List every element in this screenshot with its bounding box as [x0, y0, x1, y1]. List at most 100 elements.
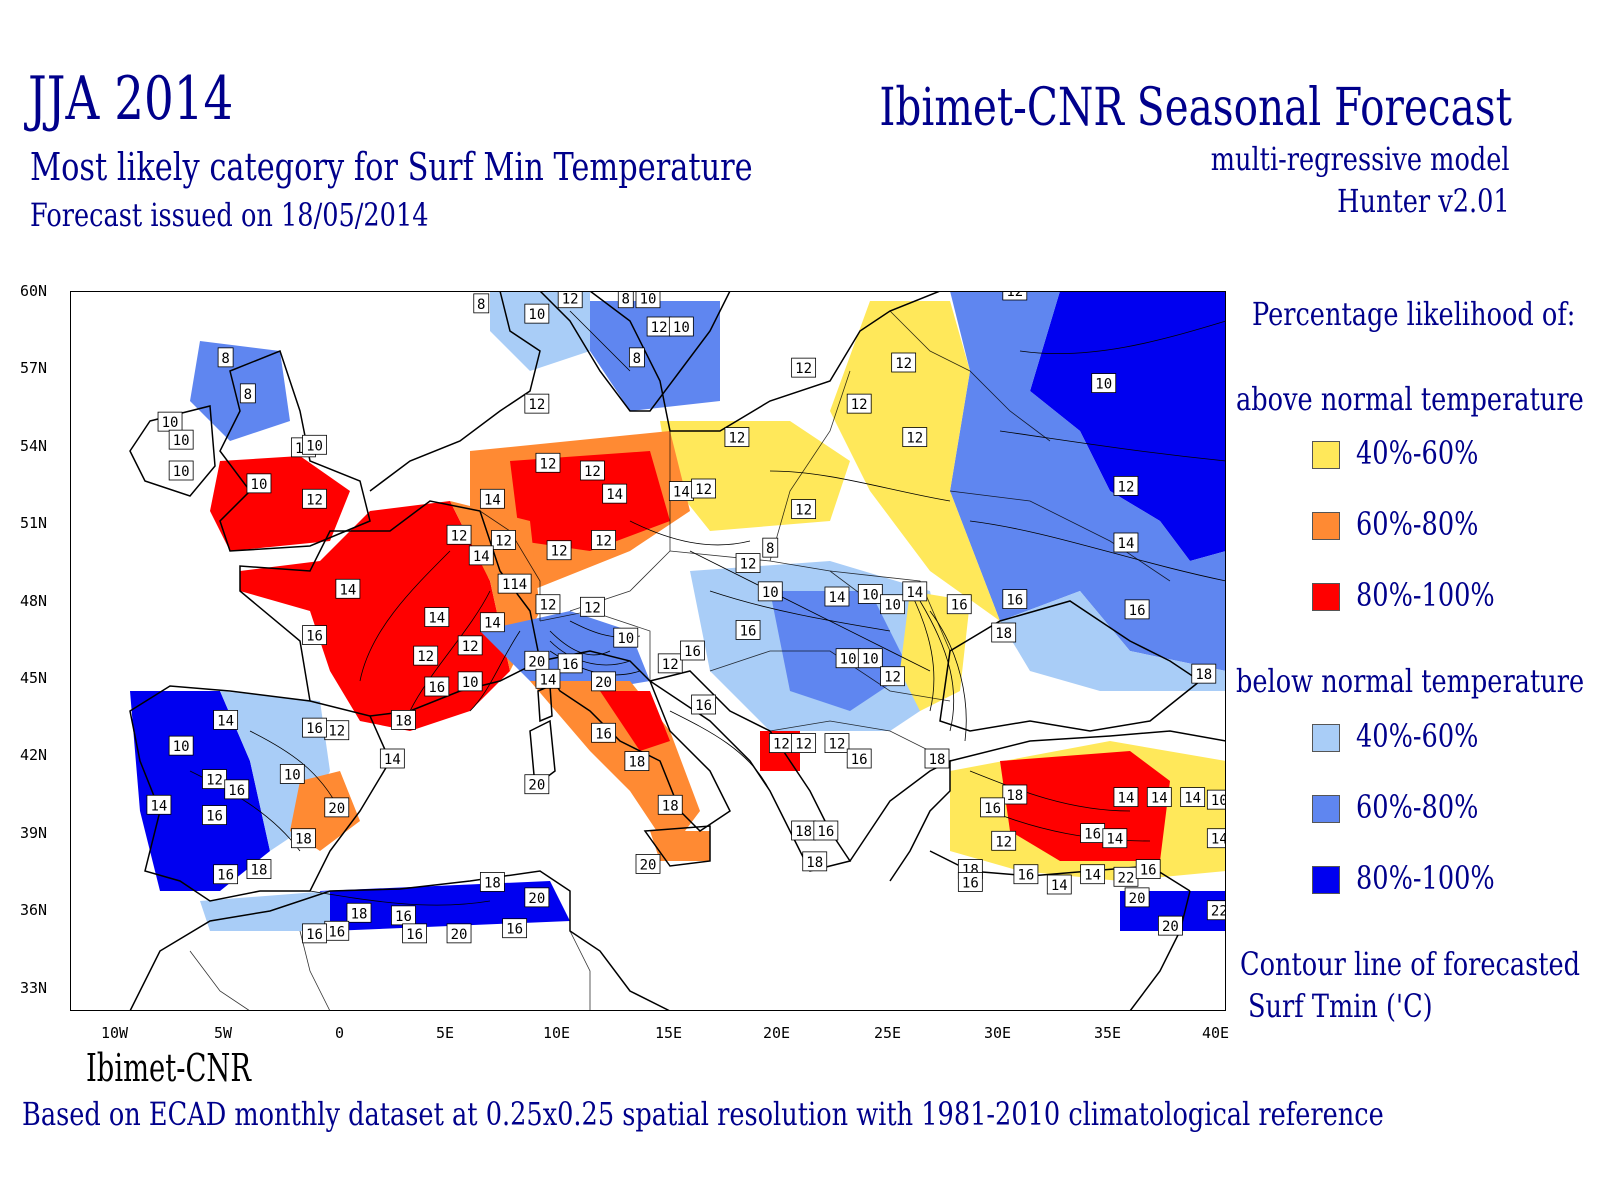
contour-value-label: 18 [657, 794, 683, 815]
contour-value-text: 10 [528, 307, 545, 323]
contour-value-label: 14 [535, 668, 561, 689]
legend-above-title: above normal temperature [1236, 380, 1584, 418]
contour-value-label: 10 [168, 429, 194, 450]
contour-value-label: 12 [491, 530, 516, 550]
contour-value-label: 10 [668, 316, 694, 337]
contour-value-label: 14 [668, 481, 694, 501]
contour-value-text: 12 [540, 456, 557, 472]
contour-value-label: 12 [535, 452, 561, 473]
coast-sardinia [529, 719, 556, 788]
contour-value-label: 16 [557, 653, 583, 674]
contour-value-label: 14 [468, 545, 494, 566]
contour-value-text: 10 [640, 292, 657, 308]
contour-value-text: 12 [306, 492, 323, 508]
contour-value-label: 14 [1046, 874, 1072, 895]
contour-value-text: 14 [1084, 868, 1101, 884]
contour-value-text: 14 [484, 616, 501, 632]
contour-value-label: 12 [646, 316, 672, 337]
contour-value-text: 16 [1017, 868, 1034, 884]
contour-value-label: 16 [591, 722, 616, 743]
contour-value-text: 12 [773, 737, 790, 753]
contour-value-text: 14 [473, 549, 490, 565]
contour-value-label: 10 [835, 648, 861, 669]
contour-value-text: 12 [662, 657, 679, 673]
contour-value-label: 16 [391, 905, 416, 926]
forecast-map: 14 16 12 14 16 18 14 12 16 10 14 12 16 10 14 16 18 18 16 20… [70, 291, 1226, 1011]
contour-value-text: 12 [206, 773, 223, 789]
contour-value-label: 12 [557, 291, 583, 309]
contour-value-label: 10 [157, 411, 183, 432]
contour-value-text: 14 [1106, 832, 1123, 848]
contour-value-label: 10 [246, 473, 272, 494]
contour-value-label: 8 [762, 537, 779, 558]
lon-label: 0 [335, 1024, 345, 1042]
contour-value-text: 18 [395, 713, 412, 729]
contour-value-text: 12 [995, 834, 1012, 850]
contour-value-text: 18 [929, 752, 946, 768]
forecast-org-title: Ibimet-CNR Seasonal Forecast [879, 78, 1512, 138]
contour-value-label: 16 [980, 797, 1005, 818]
contour-value-label: 8 [473, 293, 490, 314]
contour-value-label: 8 [628, 347, 645, 368]
contour-value-label: 10 [857, 648, 883, 669]
contour-value-label: 20 [635, 854, 661, 874]
contour-value-text: 10 [884, 598, 901, 614]
contour-value-label: 12 [302, 488, 327, 509]
contour-value-text: 10 [462, 675, 479, 691]
contour-value-label: 20 [324, 797, 350, 818]
contour-value-text: 14 [1184, 791, 1201, 807]
contour-value-label: 12 [580, 596, 605, 617]
contour-value-label: 12 [824, 733, 850, 753]
contour-value-label: 16 [502, 918, 528, 939]
contour-value-label: 12 [546, 540, 572, 561]
lon-label: 20E [763, 1024, 791, 1042]
contour-value-label: 12 [902, 427, 928, 447]
contour-value-label: 12 [735, 553, 761, 573]
contour-value-text: 20 [451, 927, 468, 943]
contour-value-label: 8 [239, 383, 256, 404]
legend-swatch-above-80-100 [1312, 583, 1340, 611]
contour-value-label: 14 [479, 488, 505, 509]
contour-value-text: 8 [633, 351, 641, 367]
contour-value-text: 16 [740, 623, 757, 639]
contour-value-text: 20 [1129, 891, 1146, 907]
contour-value-text: 18 [806, 855, 823, 871]
contour-value-text: 10 [284, 767, 301, 783]
contour-value-label: 114 [497, 573, 532, 594]
contour-value-text: 12 [495, 533, 512, 549]
coast-north-sea [369, 291, 541, 492]
contour-value-text: 10 [862, 652, 879, 668]
contour-value-label: 18 [924, 748, 950, 769]
contour-value-text: 18 [795, 824, 812, 840]
legend-swatch-above-60-80 [1312, 512, 1340, 540]
contour-value-text: 16 [1006, 593, 1023, 609]
contour-value-label: 18 [624, 751, 650, 771]
contour-value-text: 114 [502, 577, 527, 593]
legend-label: 40%-60% [1356, 434, 1479, 472]
contour-value-label: 16 [424, 676, 450, 697]
data-source-footer: Based on ECAD monthly dataset at 0.25x0.… [22, 1095, 1384, 1133]
contour-value-label: 20 [524, 774, 550, 795]
contour-value-text: 16 [1129, 603, 1146, 619]
contour-value-text: 12 [795, 503, 812, 519]
contour-value-text: 18 [1006, 788, 1023, 804]
contour-value-label: 14 [902, 581, 928, 602]
shade-above-80-turkey [1000, 751, 1170, 861]
contour-value-text: 14 [150, 798, 167, 814]
contour-value-label: 12 [202, 769, 227, 789]
contour-value-text: 16 [306, 721, 323, 737]
contour-value-label: 14 [602, 483, 628, 504]
contour-value-text: 18 [1195, 667, 1212, 683]
contour-value-text: 12 [417, 649, 434, 665]
legend-heading: Percentage likelihood of: [1252, 295, 1576, 333]
coast-baltic [589, 291, 941, 432]
contour-value-text: 10 [862, 587, 879, 603]
contour-value-label: 16 [224, 779, 250, 800]
lon-label: 35E [1094, 1024, 1122, 1042]
legend-swatch-below-60-80 [1312, 795, 1340, 823]
contour-value-label: 10 [757, 581, 783, 602]
lon-label: 5E [436, 1024, 455, 1042]
contour-value-label: 14 [824, 586, 850, 607]
contour-value-text: 22 [1118, 870, 1135, 886]
contour-value-text: 14 [906, 585, 923, 601]
